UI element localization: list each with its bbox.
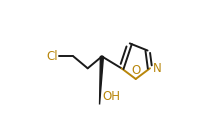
Text: O: O: [132, 64, 141, 77]
Text: N: N: [153, 62, 162, 75]
Polygon shape: [99, 56, 103, 105]
Text: Cl: Cl: [47, 50, 58, 63]
Text: OH: OH: [103, 90, 121, 103]
